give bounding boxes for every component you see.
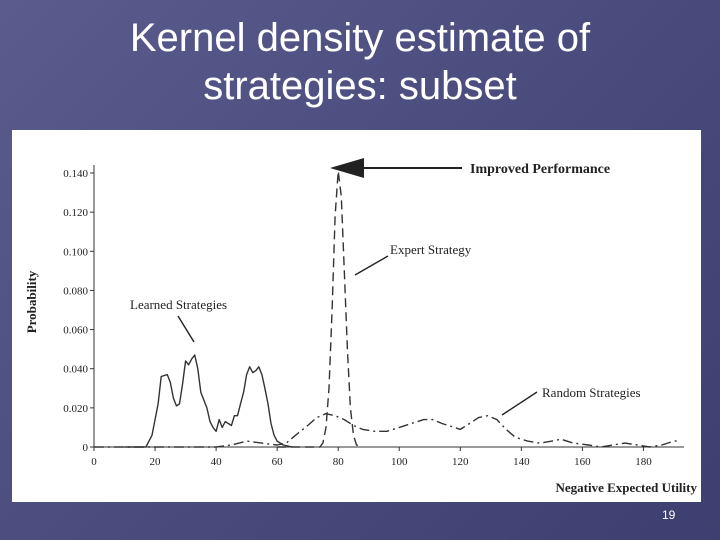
y-tick-label: 0 [83,442,89,454]
annotation-expert-strategy: Expert Strategy [390,242,472,257]
slide-title-line2: strategies: subset [203,64,517,108]
x-tick-label: 160 [574,456,591,468]
improved-performance-arrow-icon [330,158,462,178]
x-tick-label: 60 [272,456,284,468]
x-tick-label: 180 [635,456,652,468]
x-tick-label: 140 [513,456,530,468]
chart-series-layer [94,170,681,448]
x-tick-label: 120 [452,456,469,468]
x-tick-label: 100 [391,456,408,468]
y-tick-label: 0.100 [63,246,88,258]
y-tick-label: 0.120 [63,207,88,219]
annotation-random-strategies: Random Strategies [542,385,641,400]
slide-title-line1: Kernel density estimate of [129,16,591,60]
x-tick-label: 40 [211,456,223,468]
y-axis-title: Probability [24,270,39,333]
x-tick-label: 0 [91,456,97,468]
chart-panel: 0 0.020 0.040 0.060 0.080 0.100 0.120 0.140 0 20 4… [12,130,701,502]
chart-annotation-layer: Probability Negative Expected Utility Im… [24,158,697,495]
y-tick-label: 0.060 [63,325,88,337]
page-number: 19 [662,508,676,522]
y-tick-label: 0.020 [63,403,88,415]
expert-strategy-pointer [354,255,389,276]
learned-strategies-pointer [177,315,195,343]
x-axis-title: Negative Expected Utility [555,480,697,495]
series-line-expert-strategy [277,170,363,448]
slide-title: Kernel density estimate of strategies: s… [0,14,720,110]
x-tick-label: 20 [150,456,162,468]
annotation-improved-performance: Improved Performance [470,162,610,177]
x-tick-label: 80 [333,456,345,468]
y-tick-label: 0.140 [63,168,88,180]
series-line-random-strategies [94,413,681,448]
y-tick-label: 0.080 [63,285,88,297]
random-strategies-pointer [501,391,538,416]
y-tick-label: 0.040 [63,364,88,376]
series-line-learned-strategies [124,354,293,448]
density-chart: 0 0.020 0.040 0.060 0.080 0.100 0.120 0.140 0 20 4… [24,158,697,495]
annotation-learned-strategies: Learned Strategies [130,297,227,312]
chart-axes: 0 0.020 0.040 0.060 0.080 0.100 0.120 0.140 0 20 4… [63,165,684,468]
